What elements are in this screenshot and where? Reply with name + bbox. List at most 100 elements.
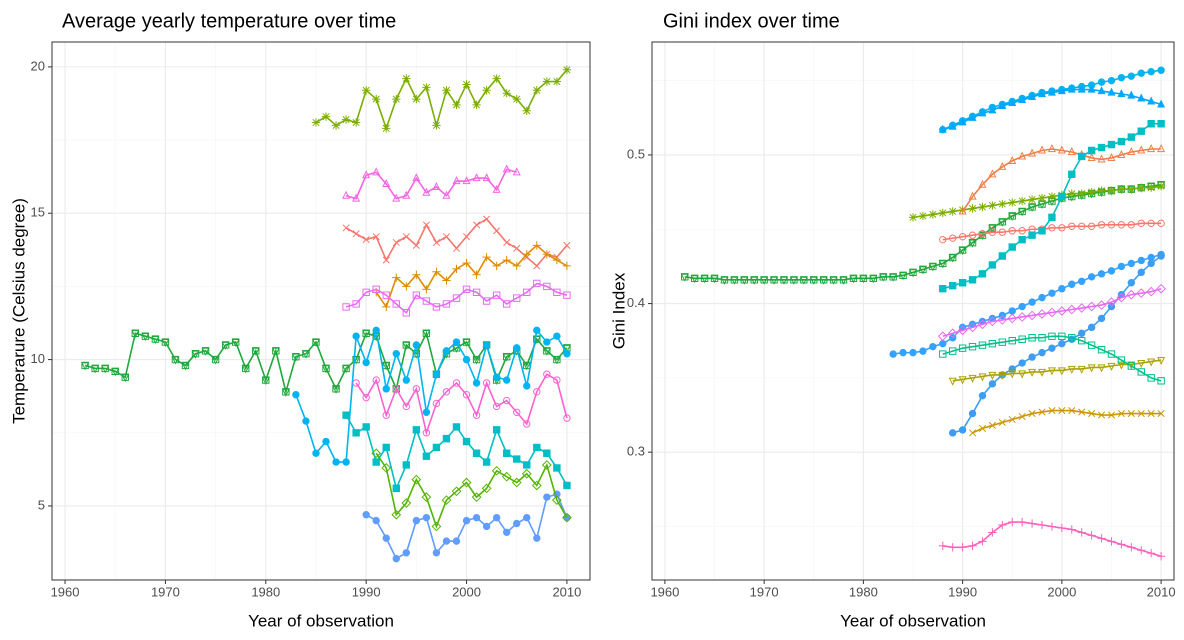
data-point — [392, 385, 400, 393]
data-point — [968, 204, 977, 213]
data-point — [541, 460, 552, 470]
data-point — [382, 411, 390, 419]
data-point — [1078, 329, 1086, 337]
data-point — [553, 376, 561, 384]
data-point — [998, 218, 1007, 227]
data-point — [978, 230, 987, 238]
data-point — [462, 233, 471, 241]
data-point — [503, 238, 511, 247]
data-point — [1157, 409, 1165, 418]
data-point — [1008, 307, 1016, 315]
data-point — [1097, 154, 1106, 163]
data-point — [1028, 298, 1036, 306]
data-point — [311, 338, 320, 347]
data-point — [1098, 411, 1106, 419]
data-point — [948, 377, 957, 386]
data-point — [1038, 145, 1047, 154]
data-point — [381, 463, 392, 473]
data-point — [402, 341, 411, 350]
series-line — [375, 244, 568, 309]
data-point — [1127, 72, 1136, 80]
data-point — [1087, 152, 1096, 161]
data-point — [1087, 341, 1096, 349]
data-point — [1047, 307, 1057, 318]
data-point — [432, 181, 441, 190]
data-point — [978, 341, 987, 349]
data-point — [502, 89, 511, 98]
data-point — [1097, 221, 1106, 229]
data-point — [472, 173, 481, 182]
data-point — [1007, 313, 1018, 324]
data-point — [760, 276, 769, 285]
data-point — [1156, 283, 1166, 294]
data-point — [1127, 184, 1136, 194]
data-point — [362, 86, 371, 95]
chart-title: Average yearly temperature over time — [62, 10, 396, 32]
data-point — [948, 207, 957, 216]
data-point — [919, 347, 927, 355]
data-point — [311, 118, 321, 127]
data-point — [1107, 152, 1116, 161]
x-tick-label: 2000 — [452, 584, 481, 599]
data-point — [432, 549, 441, 557]
data-point — [1057, 523, 1067, 533]
data-point — [1157, 356, 1166, 366]
data-point — [939, 340, 947, 348]
data-point — [473, 221, 481, 229]
data-point — [442, 434, 451, 443]
data-point — [958, 233, 967, 241]
data-point — [1157, 66, 1165, 74]
series-line — [893, 253, 1162, 355]
data-point — [1147, 96, 1156, 105]
data-point — [1156, 182, 1166, 191]
data-point — [1137, 127, 1145, 135]
data-point — [452, 264, 461, 274]
data-point — [312, 449, 320, 457]
data-point — [442, 388, 451, 396]
data-point — [452, 244, 461, 252]
data-point — [543, 338, 551, 346]
data-point — [362, 511, 370, 519]
data-point — [978, 424, 987, 432]
data-point — [482, 173, 491, 182]
data-point — [1147, 409, 1155, 418]
data-point — [482, 379, 491, 387]
y-tick-label: 0.3 — [627, 444, 645, 459]
data-point — [1137, 256, 1145, 265]
data-point — [452, 100, 461, 110]
data-point — [958, 117, 967, 126]
data-point — [987, 316, 998, 327]
data-point — [523, 288, 531, 296]
data-point — [948, 347, 957, 355]
data-point — [978, 179, 987, 188]
data-point — [342, 458, 350, 466]
series-line — [961, 148, 1162, 212]
data-point — [1157, 252, 1165, 260]
data-point — [442, 300, 451, 308]
data-point — [421, 492, 432, 503]
data-point — [958, 206, 967, 215]
data-point — [1097, 364, 1106, 373]
data-point — [392, 555, 400, 563]
data-point — [1077, 84, 1086, 93]
data-point — [372, 458, 380, 466]
data-point — [402, 282, 411, 291]
data-point — [1088, 409, 1096, 418]
data-point — [362, 394, 370, 402]
data-point — [351, 118, 361, 127]
data-point — [988, 169, 997, 178]
data-point — [382, 124, 391, 133]
data-point — [1137, 183, 1146, 192]
data-point — [533, 443, 541, 452]
data-point — [372, 94, 381, 104]
data-point — [422, 408, 431, 416]
data-point — [543, 370, 551, 378]
data-point — [958, 344, 967, 352]
data-point — [322, 437, 330, 446]
data-point — [502, 255, 511, 265]
data-point — [1008, 198, 1017, 207]
data-point — [1048, 332, 1056, 340]
data-point — [432, 238, 440, 247]
data-point — [302, 417, 310, 425]
data-point — [372, 326, 380, 334]
